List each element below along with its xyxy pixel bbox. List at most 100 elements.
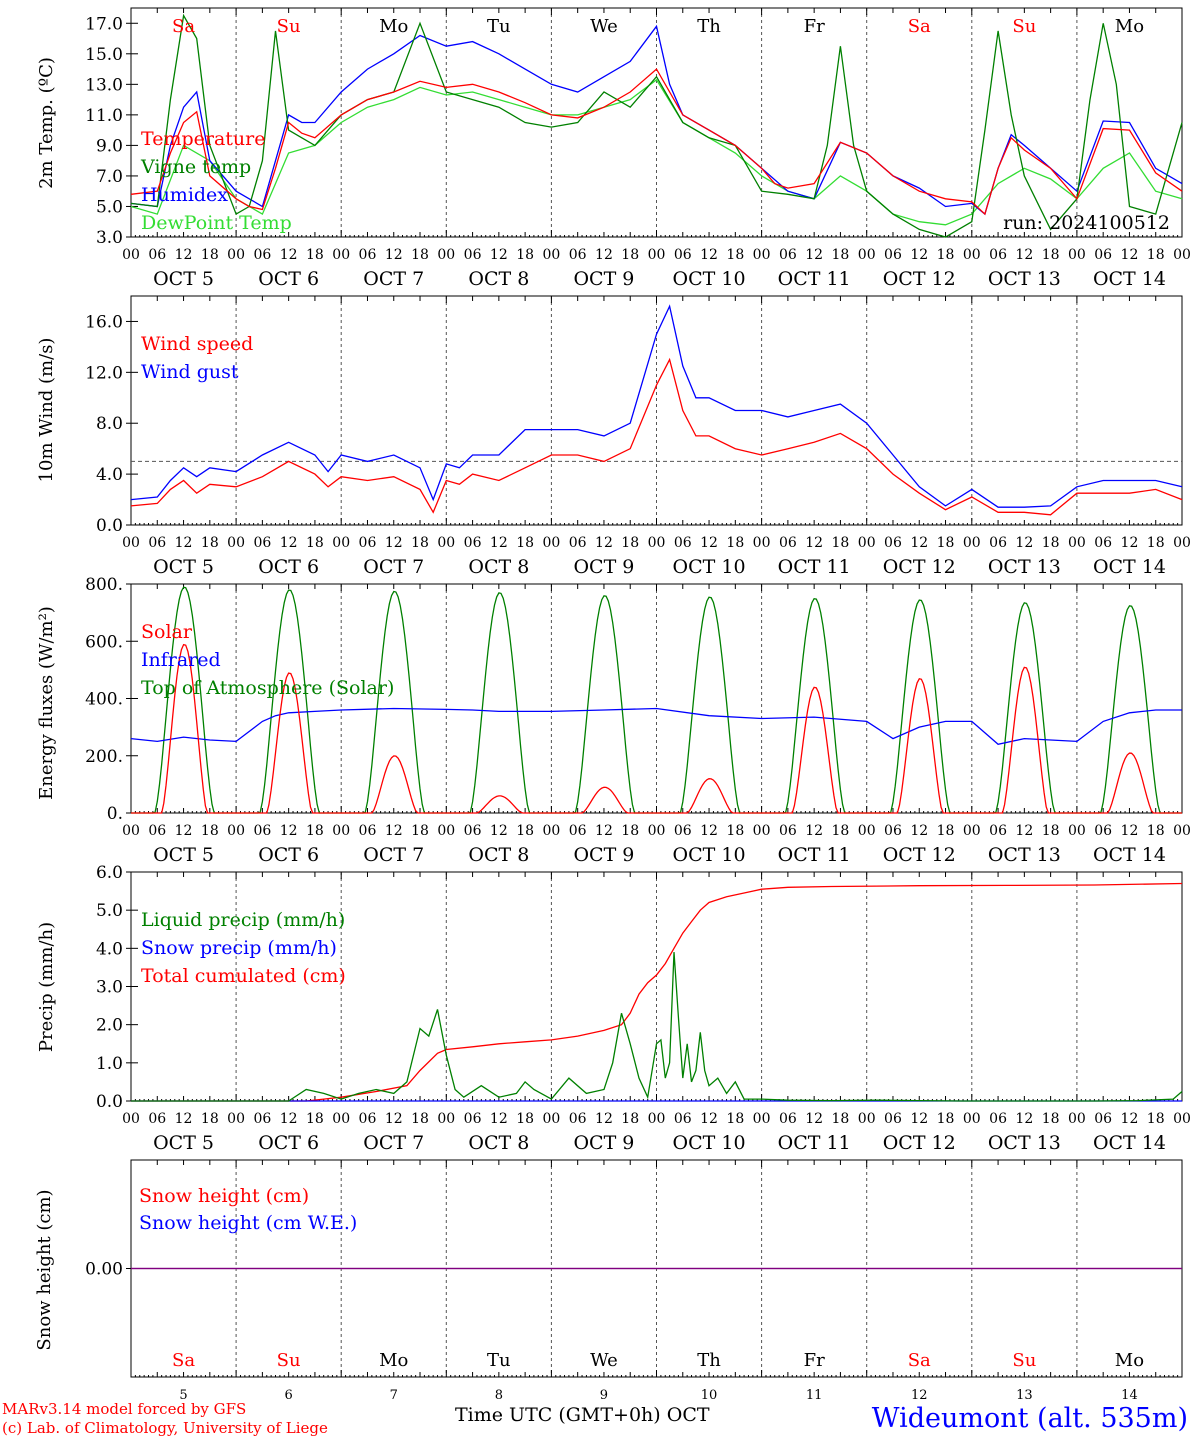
hour-tick-label: 06	[569, 247, 587, 263]
legend-entry: Snow precip (mm/h)	[141, 937, 337, 959]
hour-tick-label: 18	[621, 1111, 639, 1127]
hour-tick-label: 00	[753, 823, 771, 839]
y-tick-label: 0.00	[85, 1260, 123, 1280]
y-axis-label: 10m Wind (m/s)	[36, 338, 57, 483]
hour-tick-label: 18	[306, 535, 324, 551]
hour-tick-label: 18	[832, 823, 850, 839]
date-label: OCT 14	[1093, 268, 1166, 290]
y-tick-label: 400.	[85, 690, 123, 710]
y-tick-label: 200.	[85, 747, 123, 767]
hour-tick-label: 06	[569, 823, 587, 839]
hour-tick-label: 18	[1042, 823, 1060, 839]
hour-tick-label: 00	[963, 823, 981, 839]
hour-tick-label: 06	[464, 1111, 482, 1127]
hour-tick-label: 18	[516, 247, 534, 263]
hour-tick-label: 18	[726, 1111, 744, 1127]
date-label: OCT 7	[363, 556, 424, 578]
weekday-label: Fr	[804, 1350, 825, 1371]
hour-tick-label: 00	[858, 247, 876, 263]
hour-tick-label: 06	[359, 823, 377, 839]
hour-tick-label: 12	[175, 535, 193, 551]
hour-tick-label: 18	[832, 535, 850, 551]
weekday-label: Su	[277, 16, 301, 37]
hour-tick-label: 18	[937, 1111, 955, 1127]
hour-tick-label: 06	[464, 535, 482, 551]
hour-tick-label: 18	[516, 1111, 534, 1127]
y-tick-label: 3.0	[96, 978, 123, 998]
hour-tick-label: 00	[753, 1111, 771, 1127]
hour-tick-label: 18	[201, 823, 219, 839]
hour-tick-label: 00	[122, 1111, 140, 1127]
hour-tick-label: 12	[700, 535, 718, 551]
date-label: OCT 5	[153, 844, 214, 866]
hour-tick-label: 06	[359, 1111, 377, 1127]
day-number-label: 9	[600, 1388, 608, 1403]
hour-tick-label: 12	[175, 247, 193, 263]
weekday-label: Sa	[908, 1350, 931, 1371]
hour-tick-label: 18	[201, 247, 219, 263]
legend-entry: Top of Atmosphere (Solar)	[141, 677, 394, 699]
station-label: Wideumont (alt. 535m)	[871, 1403, 1188, 1434]
hour-tick-label: 12	[490, 247, 508, 263]
date-label: OCT 14	[1093, 556, 1166, 578]
panel-1: 3.0 5.0 7.0 9.0 11.0 13.0 15.0 17.0 2m Temp. (ºC…	[36, 7, 1191, 290]
hour-tick-label: 12	[490, 535, 508, 551]
y-tick-label: 4.0	[96, 939, 123, 959]
hour-tick-label: 06	[989, 247, 1007, 263]
hour-tick-label: 18	[1042, 1111, 1060, 1127]
panel-4: 0.0 1.0 2.0 3.0 4.0 5.0 6.0 Precip (mm/h) Liquid…	[36, 863, 1191, 1154]
hour-tick-label: 12	[385, 247, 403, 263]
weekday-label: Th	[697, 16, 721, 37]
legend-entry: Liquid precip (mm/h)	[141, 909, 345, 931]
hour-tick-label: 06	[674, 247, 692, 263]
y-tick-label: 16.0	[85, 312, 123, 332]
date-label: OCT 8	[468, 268, 529, 290]
hour-tick-label: 00	[858, 535, 876, 551]
date-label: OCT 10	[673, 556, 746, 578]
hour-tick-label: 12	[280, 247, 298, 263]
date-label: OCT 8	[468, 844, 529, 866]
day-number-label: 8	[495, 1388, 503, 1403]
hour-tick-label: 06	[989, 535, 1007, 551]
series-line	[130, 707, 1182, 746]
hour-tick-label: 18	[1147, 535, 1165, 551]
date-label: OCT 8	[468, 1132, 529, 1154]
y-tick-label: 11.0	[85, 106, 123, 126]
y-tick-label: 5.0	[96, 197, 123, 217]
hour-tick-label: 00	[963, 1111, 981, 1127]
weekday-label: Th	[697, 1350, 721, 1371]
weekday-label: Sa	[172, 1350, 195, 1371]
hour-tick-label: 00	[332, 1111, 350, 1127]
hour-tick-label: 06	[884, 823, 902, 839]
series-line	[130, 24, 1183, 216]
hour-tick-label: 06	[253, 1111, 271, 1127]
y-tick-label: 13.0	[85, 75, 123, 95]
hour-tick-label: 00	[332, 247, 350, 263]
hour-tick-label: 00	[648, 1111, 666, 1127]
hour-tick-label: 00	[1068, 823, 1086, 839]
hour-tick-label: 06	[569, 535, 587, 551]
date-label: OCT 7	[363, 268, 424, 290]
weekday-label: Mo	[1115, 16, 1144, 37]
hour-tick-label: 18	[201, 1111, 219, 1127]
y-tick-label: 3.0	[96, 228, 123, 248]
y-tick-label: 9.0	[96, 136, 123, 156]
hour-tick-label: 06	[884, 535, 902, 551]
y-axis-label: Snow height (cm)	[34, 1189, 55, 1350]
legend-entry: Wind gust	[141, 361, 239, 383]
date-label: OCT 9	[573, 268, 634, 290]
hour-tick-label: 00	[542, 823, 560, 839]
hour-tick-label: 18	[621, 535, 639, 551]
hour-tick-label: 06	[1094, 823, 1112, 839]
x-axis-month: OCT	[666, 1404, 710, 1426]
y-tick-label: 600.	[85, 632, 123, 652]
date-label: OCT 5	[153, 556, 214, 578]
date-label: OCT 9	[573, 844, 634, 866]
weekday-label: Sa	[908, 16, 931, 37]
date-label: OCT 13	[988, 556, 1061, 578]
hour-tick-label: 18	[306, 247, 324, 263]
hour-tick-label: 00	[437, 535, 455, 551]
hour-tick-label: 06	[148, 247, 166, 263]
hour-tick-label: 18	[411, 1111, 429, 1127]
